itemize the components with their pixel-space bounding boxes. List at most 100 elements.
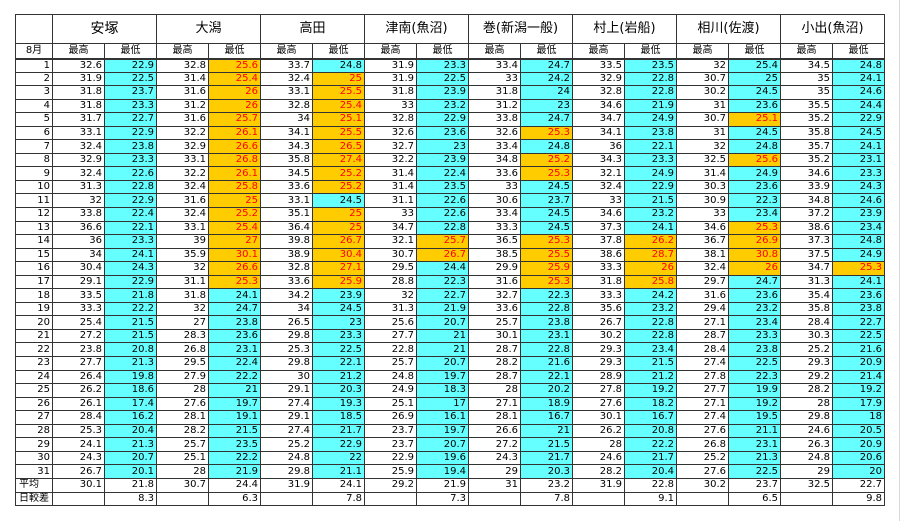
high-temp-cell[interactable]: 32.8 [364,112,417,127]
high-temp-cell[interactable]: 26.6 [468,423,521,439]
high-temp-cell[interactable]: 35.2 [780,152,833,168]
day-cell[interactable]: 29 [15,437,53,452]
high-temp-cell[interactable]: 29.7 [676,274,729,290]
low-temp-cell[interactable]: 16.7 [624,410,677,425]
low-temp-cell[interactable]: 22.5 [832,328,885,344]
high-temp-cell[interactable]: 34 [52,247,105,263]
high-temp-header[interactable]: 最高 [780,43,833,60]
low-temp-cell[interactable]: 22.8 [104,179,157,195]
high-temp-cell[interactable]: 28.2 [156,423,209,439]
low-temp-cell[interactable]: 24.9 [624,166,677,181]
high-temp-cell[interactable]: 31.8 [52,98,105,114]
low-temp-cell[interactable]: 25.8 [208,179,261,195]
low-temp-cell[interactable]: 18.5 [312,410,365,425]
day-cell[interactable]: 17 [15,274,53,290]
day-cell[interactable]: 28 [15,423,53,439]
low-temp-cell[interactable]: 20.3 [520,464,573,479]
high-temp-cell[interactable]: 22.8 [364,342,417,358]
high-temp-cell[interactable]: 31.4 [364,166,417,181]
high-temp-cell[interactable]: 24.8 [364,369,417,385]
day-cell[interactable]: 9 [15,166,53,181]
high-temp-cell[interactable]: 29.9 [468,261,521,276]
low-temp-cell[interactable]: 25.7 [208,112,261,127]
high-temp-cell[interactable]: 33.6 [260,179,313,195]
high-temp-cell[interactable]: 31.9 [364,58,417,73]
high-temp-cell[interactable]: 32 [676,139,729,154]
high-temp-cell[interactable]: 31.4 [364,179,417,195]
low-temp-cell[interactable]: 24.7 [520,112,573,127]
empty-cell[interactable] [364,491,417,507]
day-cell[interactable]: 6 [15,125,53,141]
high-temp-cell[interactable]: 31 [676,125,729,141]
high-temp-cell[interactable]: 36.7 [676,234,729,249]
high-temp-cell[interactable]: 33.3 [572,261,625,276]
day-cell[interactable]: 2 [15,71,53,87]
high-temp-cell[interactable]: 23.7 [364,437,417,452]
low-temp-cell[interactable]: 23.3 [312,328,365,344]
high-temp-cell[interactable]: 33.1 [260,193,313,208]
high-temp-cell[interactable]: 35.6 [572,301,625,317]
avg-high-cell[interactable]: 30.7 [156,477,209,493]
low-temp-cell[interactable]: 23.9 [416,152,469,168]
high-temp-cell[interactable]: 32.1 [572,166,625,181]
low-temp-cell[interactable]: 21.5 [520,437,573,452]
high-temp-cell[interactable]: 33.6 [468,166,521,181]
low-temp-cell[interactable]: 24.1 [832,71,885,87]
low-temp-cell[interactable]: 19.9 [728,383,781,398]
low-temp-cell[interactable]: 25.4 [208,220,261,236]
daily-range-cell[interactable]: 7.8 [520,491,573,507]
low-temp-cell[interactable]: 22.8 [520,301,573,317]
month-label[interactable]: 8月 [15,43,53,60]
low-temp-cell[interactable]: 23.4 [728,315,781,330]
low-temp-cell[interactable]: 25.3 [208,274,261,290]
high-temp-cell[interactable]: 27.6 [676,464,729,479]
low-temp-cell[interactable]: 22.4 [104,207,157,222]
low-temp-cell[interactable]: 24.2 [624,288,677,303]
daily-range-label[interactable]: 日較差 [15,491,53,507]
average-label[interactable]: 平均 [15,477,53,493]
high-temp-cell[interactable]: 27.8 [572,383,625,398]
low-temp-cell[interactable]: 23.2 [728,301,781,317]
high-temp-cell[interactable]: 30.7 [676,112,729,127]
low-temp-cell[interactable]: 26 [728,261,781,276]
high-temp-cell[interactable]: 27.4 [676,410,729,425]
high-temp-cell[interactable]: 37.3 [780,234,833,249]
high-temp-cell[interactable]: 31.8 [364,85,417,100]
low-temp-cell[interactable]: 19.2 [624,383,677,398]
high-temp-cell[interactable]: 38.6 [780,220,833,236]
high-temp-cell[interactable]: 32.1 [364,234,417,249]
low-temp-cell[interactable]: 18.6 [104,383,157,398]
low-temp-cell[interactable]: 18.3 [416,383,469,398]
avg-high-cell[interactable]: 31 [468,477,521,493]
day-cell[interactable]: 22 [15,342,53,358]
high-temp-cell[interactable]: 30.3 [780,328,833,344]
low-temp-cell[interactable]: 22.9 [312,437,365,452]
high-temp-cell[interactable]: 25.3 [260,342,313,358]
low-temp-cell[interactable]: 25 [312,71,365,87]
low-temp-cell[interactable]: 22 [312,450,365,466]
low-temp-cell[interactable]: 24.1 [624,220,677,236]
low-temp-cell[interactable]: 24.4 [416,261,469,276]
high-temp-cell[interactable]: 33.6 [468,301,521,317]
high-temp-cell[interactable]: 25.2 [260,437,313,452]
empty-cell[interactable] [260,491,313,507]
high-temp-cell[interactable]: 32.9 [156,139,209,154]
high-temp-cell[interactable]: 31.3 [52,179,105,195]
high-temp-cell[interactable]: 32 [364,288,417,303]
low-temp-cell[interactable]: 16.1 [416,410,469,425]
high-temp-cell[interactable]: 32.4 [676,261,729,276]
high-temp-cell[interactable]: 33.7 [260,58,313,73]
low-temp-cell[interactable]: 18 [832,410,885,425]
high-temp-cell[interactable]: 29.1 [52,274,105,290]
high-temp-cell[interactable]: 31.8 [52,85,105,100]
high-temp-cell[interactable]: 24.6 [780,423,833,439]
high-temp-cell[interactable]: 28 [468,383,521,398]
low-temp-header[interactable]: 最低 [416,43,469,60]
low-temp-cell[interactable]: 23 [520,98,573,114]
low-temp-cell[interactable]: 24.5 [520,220,573,236]
low-temp-cell[interactable]: 23.8 [624,125,677,141]
low-temp-cell[interactable]: 25.5 [312,125,365,141]
low-temp-cell[interactable]: 19.2 [728,396,781,412]
high-temp-cell[interactable]: 27.6 [572,396,625,412]
low-temp-cell[interactable]: 24 [520,85,573,100]
